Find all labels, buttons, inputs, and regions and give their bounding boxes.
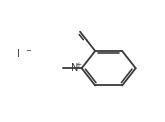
Text: N: N — [71, 63, 79, 73]
Text: +: + — [75, 62, 81, 68]
Text: I: I — [17, 49, 20, 59]
Text: −: − — [25, 48, 31, 54]
